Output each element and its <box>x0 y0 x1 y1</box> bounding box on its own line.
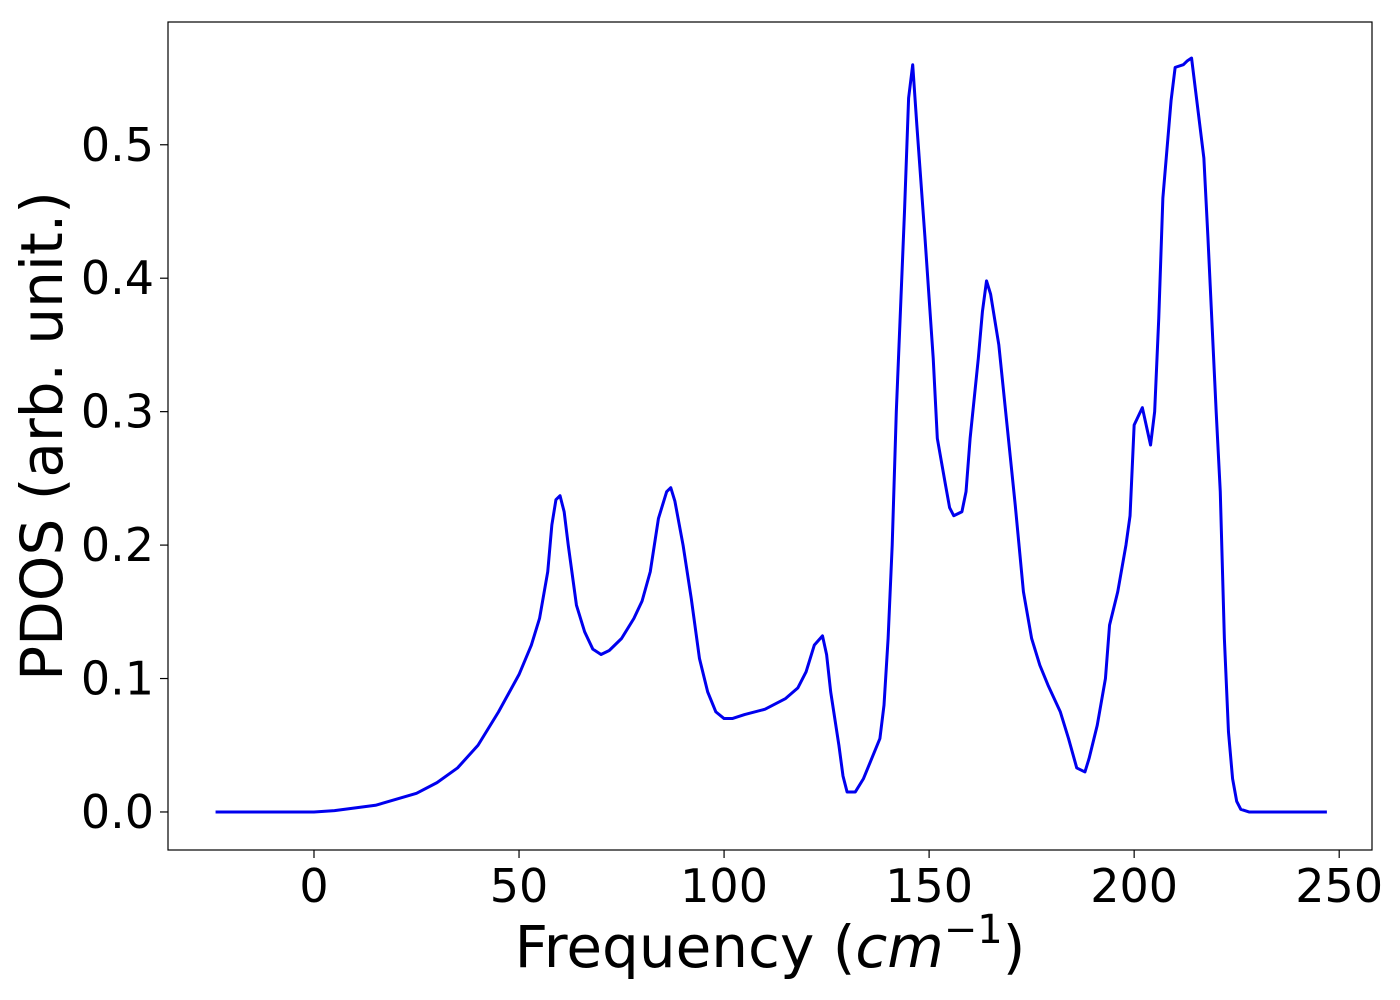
y-tick-label: 0.3 <box>81 385 154 439</box>
x-axis-label: Frequency (cm−1) <box>515 907 1026 981</box>
y-tick-label: 0.4 <box>81 251 154 305</box>
x-tick-label: 250 <box>1295 859 1383 913</box>
y-tick-label: 0.1 <box>81 652 154 706</box>
x-tick-label: 100 <box>680 859 768 913</box>
x-tick-label: 150 <box>885 859 973 913</box>
y-tick-label: 0.5 <box>81 118 154 172</box>
line <box>215 56 1327 814</box>
x-tick-label: 200 <box>1090 859 1178 913</box>
x-tick-label: 0 <box>299 859 328 913</box>
y-tick-label: 0.0 <box>81 785 154 839</box>
y-tick-label: 0.2 <box>81 518 154 572</box>
plot-frame <box>167 21 1373 851</box>
y-axis-label: PDOS (arb. unit.) <box>8 191 76 681</box>
x-tick-label: 50 <box>490 859 549 913</box>
